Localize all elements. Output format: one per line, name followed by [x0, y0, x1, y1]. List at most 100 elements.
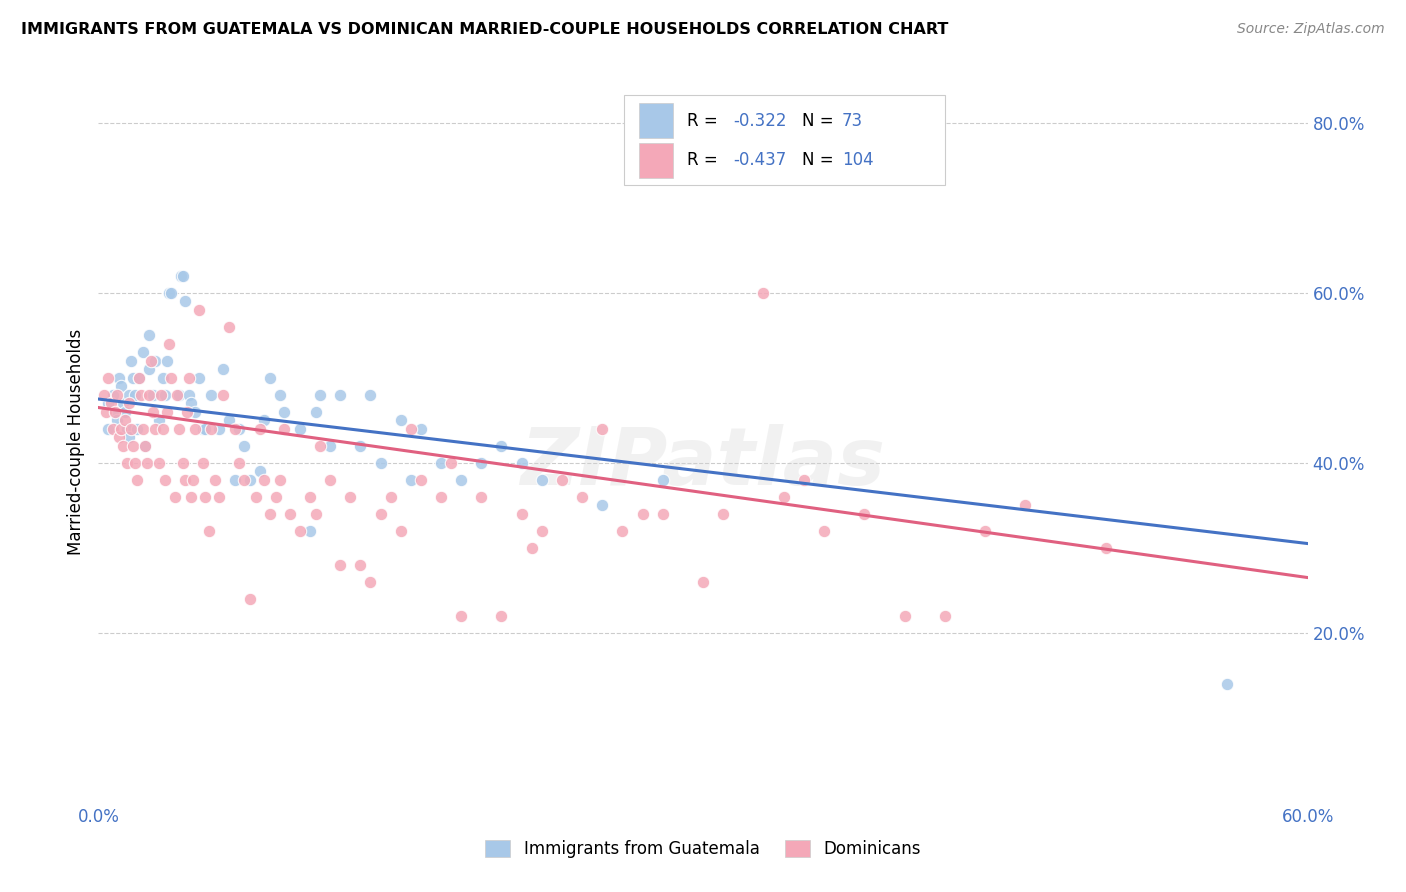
Point: [163, 490, 186, 504]
Bar: [638, 103, 673, 138]
Point: [194, 422, 217, 436]
Point: [153, 388, 176, 402]
Text: ZIPatlas: ZIPatlas: [520, 425, 886, 502]
Point: [96, 405, 118, 419]
Point: [193, 422, 215, 436]
Point: [143, 353, 166, 368]
Point: [651, 507, 673, 521]
Point: [152, 422, 174, 436]
Point: [269, 388, 291, 402]
Point: [105, 413, 128, 427]
Point: [132, 422, 155, 436]
Point: [160, 285, 183, 300]
Point: [153, 473, 176, 487]
Point: [491, 608, 513, 623]
Point: [100, 396, 122, 410]
Point: [692, 574, 714, 589]
Point: [174, 473, 197, 487]
Text: IMMIGRANTS FROM GUATEMALA VS DOMINICAN MARRIED-COUPLE HOUSEHOLDS CORRELATION CHA: IMMIGRANTS FROM GUATEMALA VS DOMINICAN M…: [21, 22, 949, 37]
Point: [510, 456, 533, 470]
Point: [793, 473, 815, 487]
Point: [204, 473, 226, 487]
Point: [249, 464, 271, 478]
Y-axis label: Married-couple Households: Married-couple Households: [66, 328, 84, 555]
Point: [551, 473, 574, 487]
Point: [319, 439, 342, 453]
Point: [111, 439, 134, 453]
FancyBboxPatch shape: [624, 95, 945, 185]
Point: [118, 388, 141, 402]
Point: [180, 490, 202, 504]
Point: [172, 456, 194, 470]
Point: [138, 388, 160, 402]
Point: [118, 396, 141, 410]
Point: [143, 422, 166, 436]
Point: [97, 396, 120, 410]
Point: [752, 285, 775, 300]
Point: [591, 422, 613, 436]
Point: [360, 388, 382, 402]
Point: [269, 473, 291, 487]
Point: [124, 456, 146, 470]
Point: [105, 388, 128, 402]
Point: [181, 473, 204, 487]
Text: -0.322: -0.322: [734, 112, 787, 129]
Point: [97, 422, 120, 436]
Point: [142, 405, 165, 419]
Point: [115, 422, 138, 436]
Point: [893, 608, 915, 623]
Point: [110, 422, 132, 436]
Point: [179, 388, 201, 402]
Point: [224, 422, 246, 436]
Point: [107, 430, 129, 444]
Point: [101, 422, 124, 436]
Point: [288, 422, 311, 436]
Point: [118, 430, 141, 444]
Point: [370, 456, 392, 470]
Point: [179, 371, 201, 385]
Point: [166, 388, 188, 402]
Bar: [638, 143, 673, 178]
Point: [218, 413, 240, 427]
Point: [239, 591, 262, 606]
Point: [853, 507, 876, 521]
Point: [156, 405, 179, 419]
Text: R =: R =: [688, 112, 723, 129]
Point: [184, 422, 207, 436]
Point: [245, 490, 267, 504]
Point: [198, 524, 221, 538]
Point: [309, 388, 332, 402]
Point: [138, 362, 160, 376]
Point: [132, 345, 155, 359]
Point: [120, 353, 142, 368]
Point: [218, 319, 240, 334]
Point: [571, 490, 593, 504]
Point: [273, 405, 295, 419]
Point: [232, 473, 254, 487]
Point: [389, 524, 412, 538]
Point: [139, 353, 162, 368]
Point: [530, 524, 553, 538]
Point: [228, 456, 250, 470]
Legend: Immigrants from Guatemala, Dominicans: Immigrants from Guatemala, Dominicans: [477, 832, 929, 867]
Point: [149, 388, 172, 402]
Point: [157, 285, 180, 300]
Point: [134, 439, 156, 453]
Point: [93, 388, 115, 402]
Point: [125, 473, 148, 487]
Point: [651, 473, 673, 487]
Point: [167, 422, 190, 436]
Point: [142, 388, 165, 402]
Point: [180, 396, 202, 410]
Point: [107, 371, 129, 385]
Text: 104: 104: [842, 152, 873, 169]
Point: [470, 456, 492, 470]
Point: [259, 371, 281, 385]
Text: -0.437: -0.437: [734, 152, 786, 169]
Point: [450, 473, 472, 487]
Point: [309, 439, 332, 453]
Point: [97, 371, 120, 385]
Text: R =: R =: [688, 152, 723, 169]
Text: 73: 73: [842, 112, 863, 129]
Point: [440, 456, 463, 470]
